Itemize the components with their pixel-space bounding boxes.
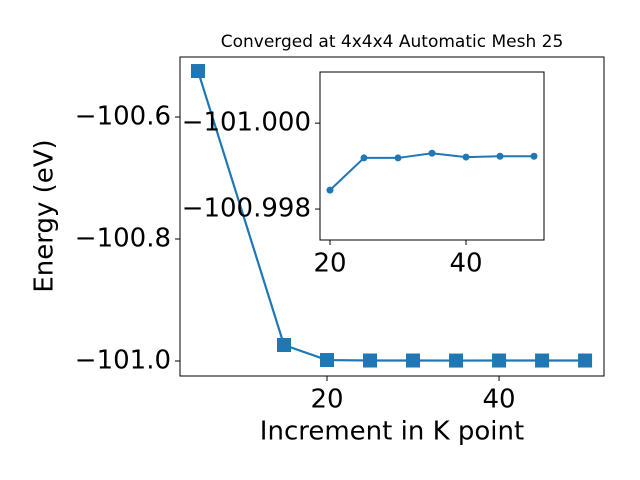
marker (190, 64, 205, 79)
marker (530, 152, 538, 160)
marker (462, 153, 470, 161)
marker (360, 154, 368, 162)
y-axis-label: Energy (eV) (30, 139, 60, 292)
marker (578, 353, 593, 368)
marker (363, 353, 378, 368)
x-axis-label: Increment in K point (260, 417, 524, 447)
marker (326, 186, 334, 194)
chart-title: Converged at 4x4x4 Automatic Mesh 25 (221, 32, 564, 52)
marker (535, 353, 550, 368)
x-tick-label: 20 (313, 249, 346, 279)
marker (277, 338, 291, 353)
plot-frame (319, 71, 545, 241)
y-tick-label: −101.0 (75, 345, 171, 375)
marker (320, 353, 335, 368)
marker (449, 353, 464, 368)
x-tick-label: 40 (449, 249, 482, 279)
marker (496, 152, 504, 160)
marker (428, 149, 436, 157)
x-tick-label: 40 (483, 385, 516, 415)
y-tick-label: −100.8 (75, 224, 171, 254)
marker (394, 154, 402, 162)
plot-frame (179, 56, 605, 377)
y-tick-label: −100.998 (182, 194, 311, 224)
x-tick-label: 20 (310, 385, 343, 415)
marker (406, 353, 421, 368)
y-tick-label: −100.6 (75, 102, 171, 132)
marker (492, 353, 507, 368)
y-tick-label: −101.000 (182, 108, 311, 138)
